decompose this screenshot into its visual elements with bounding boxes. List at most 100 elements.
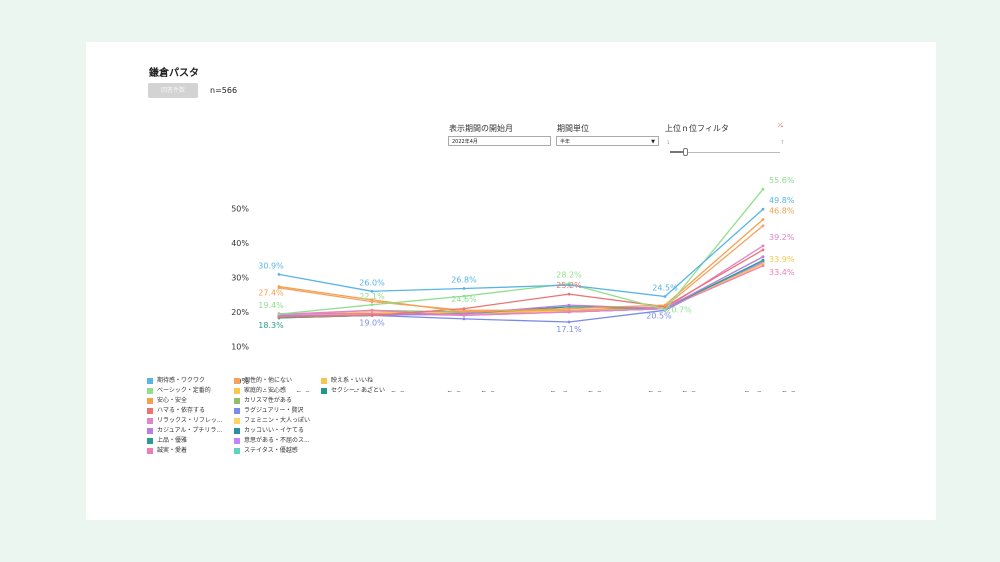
legend-item[interactable]: リラックス・リフレッ... (147, 416, 223, 425)
legend-swatch (147, 397, 153, 404)
legend-item[interactable]: カリスマ性がある (234, 396, 292, 405)
legend-item[interactable]: カジュアル・プチリラ... (147, 426, 222, 435)
data-label: 26.8% (451, 276, 477, 285)
legend-item[interactable]: 映え系・いいね (321, 376, 373, 385)
data-point (462, 317, 466, 321)
start-month-input[interactable]: 2022年4月 (448, 136, 551, 146)
data-point (761, 255, 765, 259)
y-tick-label: 30% (231, 274, 249, 283)
data-point (370, 303, 374, 307)
data-label: 22.1% (359, 292, 385, 301)
legend-label: ステイタス・優越感 (244, 447, 298, 454)
legend-item[interactable]: ステイタス・優越感 (234, 446, 298, 455)
series-line (278, 188, 764, 315)
x-tick-label: 2024年10月〜2025年3月 (730, 390, 796, 392)
data-label: 33.9% (769, 255, 795, 264)
data-point (567, 307, 571, 310)
data-point (567, 283, 571, 287)
legend-label: リラックス・リフレッ... (157, 417, 223, 424)
legend-item[interactable]: 期待感・ワクワク (147, 376, 205, 385)
legend-label: セクシー・あざとい (331, 387, 386, 394)
legend-item[interactable]: フェミニン・大人っぽい (234, 416, 310, 425)
legend-label: フェミニン・大人っぽい (244, 417, 311, 424)
data-label: 17.1% (556, 325, 582, 334)
data-point (567, 303, 571, 307)
legend-swatch (147, 437, 153, 444)
data-point (567, 310, 571, 314)
page-title: 鎌倉パスタ (149, 68, 199, 79)
data-label: 26.0% (359, 278, 385, 287)
y-tick-label: 50% (231, 205, 249, 214)
data-point (761, 224, 765, 228)
data-label: 46.8% (769, 207, 795, 216)
legend-swatch (234, 427, 240, 434)
data-label: 39.2% (769, 233, 795, 242)
data-label: 18.3% (258, 321, 284, 330)
data-labels: 30.9% 26.0% 26.8% 24.5% 49.8% 19.4% 22.1% 24.6%… (258, 176, 795, 334)
data-point (462, 310, 466, 314)
legend-item[interactable]: 家庭的・安心感 (234, 386, 286, 395)
legend-item[interactable]: 意思がある・不屈のス... (234, 436, 310, 445)
legend-item[interactable]: 誠実・愛着 (147, 446, 187, 455)
legend-swatch (147, 417, 153, 424)
legend-label: 個性的・他にない (244, 377, 293, 384)
data-point (370, 289, 374, 293)
data-point (663, 308, 667, 311)
chevron-down-icon: ▼ (651, 139, 655, 145)
top-n-slider-track[interactable] (670, 152, 780, 153)
data-point (277, 285, 281, 288)
top-n-filter-label: 上位ｎ位フィルタ (665, 124, 729, 133)
legend-swatch (147, 427, 153, 434)
legend-label: 誠実・愛着 (157, 447, 188, 454)
legend-swatch (234, 437, 240, 444)
data-point (277, 312, 281, 316)
slider-min-label: 1 (667, 140, 670, 145)
data-point (462, 307, 466, 310)
data-label: 27.4% (258, 288, 284, 297)
legend-swatch (234, 417, 240, 424)
legend-label: 上品・優雅 (157, 437, 188, 444)
line-chart: 0%10%20%30%40%50% 2022年4月〜2022年9月2022年10… (231, 176, 796, 392)
legend-item[interactable]: ハマる・依存する (147, 406, 205, 415)
series-line (278, 208, 764, 298)
legend-item[interactable]: ベーシック・定番的 (147, 386, 211, 395)
legend-swatch (147, 377, 153, 384)
legend-item[interactable]: カッコいい・イケてる (234, 426, 304, 435)
legend-label: カジュアル・プチリラ... (157, 427, 223, 434)
legend-swatch (321, 377, 327, 384)
x-tick-label: 2023年10月〜2024年3月 (536, 390, 602, 392)
series-lines (277, 187, 765, 324)
data-point (370, 308, 374, 312)
legend-item[interactable]: 上品・優雅 (147, 436, 187, 445)
legend-item[interactable]: 個性的・他にない (234, 376, 292, 385)
data-point (277, 315, 281, 319)
data-point (462, 294, 466, 298)
reset-filter-icon[interactable]: ⤰ (778, 122, 783, 129)
x-tick-label: 2023年4月〜2023年9月 (433, 390, 496, 392)
y-tick-label: 20% (231, 308, 249, 317)
period-unit-select[interactable]: 半年 ▼ (556, 136, 659, 146)
data-point (663, 303, 667, 307)
top-n-slider-fill (670, 151, 686, 153)
legend-label: カリスマ性がある (244, 397, 292, 404)
legend-item[interactable]: ラグジュアリー・贅沢 (234, 406, 303, 415)
top-n-slider-handle[interactable] (683, 148, 688, 156)
y-axis: 0% 10% 20% 30% 40% 50% (231, 205, 249, 387)
legend-item[interactable]: 安心・安全 (147, 396, 187, 405)
start-month-label: 表示期間の開始月 (449, 124, 513, 133)
data-label: 24.6% (451, 295, 477, 304)
slider-max-label: 7 (781, 140, 784, 145)
legend-item[interactable]: セクシー・あざとい (321, 386, 385, 395)
data-label: 30.9% (258, 261, 284, 270)
data-label: 55.6% (769, 176, 795, 185)
series-line (278, 249, 764, 318)
data-label: 24.5% (652, 283, 678, 292)
data-point (761, 248, 765, 252)
sample-size: n=566 (210, 86, 238, 95)
response-count-button[interactable]: 回答件数 (148, 83, 198, 98)
data-point (370, 298, 374, 302)
legend-label: 意思がある・不屈のス... (244, 437, 310, 444)
data-point (370, 314, 374, 317)
data-label: 19.4% (258, 301, 284, 310)
data-point (567, 292, 571, 296)
